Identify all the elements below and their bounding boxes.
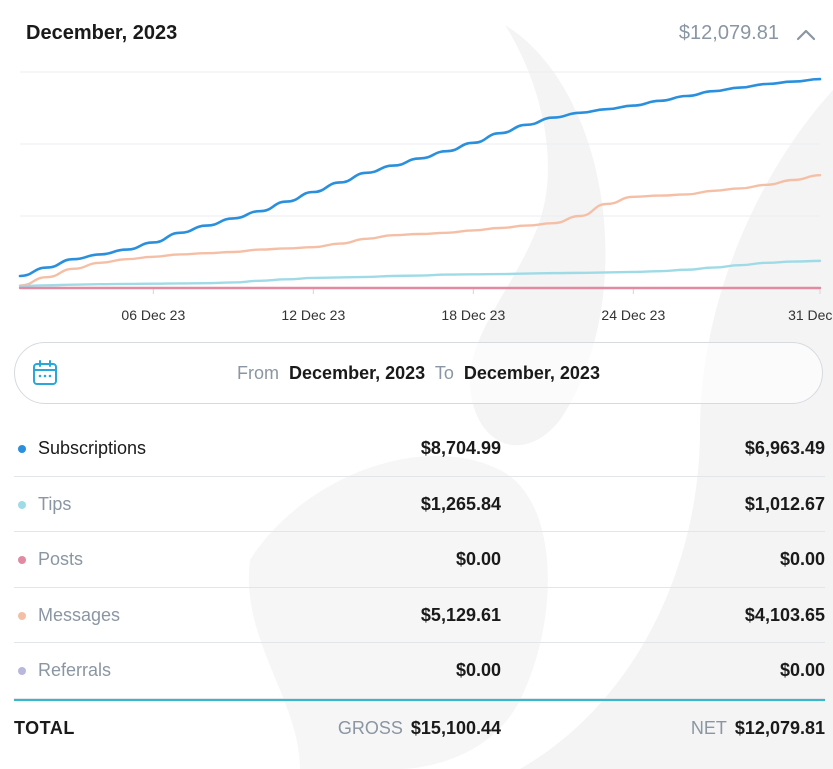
to-value: December, 2023 [463, 363, 600, 383]
series-line-subscriptions [18, 77, 822, 278]
from-value: December, 2023 [289, 363, 426, 383]
gross-value: $15,100.44 [410, 717, 501, 738]
row-gross: $0.00 [455, 549, 501, 570]
table-row-referrals[interactable]: Referrals $0.00 $0.00 [14, 643, 825, 699]
gross-caption: GROSS [337, 717, 403, 738]
total-row: TOTAL GROSS $15,100.44 NET $12,079.81 [14, 701, 825, 757]
legend-dot [18, 667, 26, 676]
total-label: TOTAL [14, 717, 75, 738]
calendar-icon [33, 360, 57, 385]
table-row-subscriptions[interactable]: Subscriptions $8,704.99 $6,963.49 [14, 421, 825, 477]
row-net: $0.00 [779, 660, 825, 681]
from-label: From [237, 363, 280, 383]
total-gross: GROSS $15,100.44 [338, 718, 501, 739]
date-range-text: From December, 2023 To December, 2023 [15, 363, 822, 384]
net-caption: NET [690, 717, 727, 738]
row-label: Referrals [38, 660, 112, 681]
x-tick-label-0: 06 Dec 23 [121, 307, 185, 323]
row-gross: $5,129.61 [420, 604, 501, 625]
row-label: Tips [38, 493, 72, 514]
to-label: To [434, 363, 454, 383]
period-title: December, 2023 [26, 22, 178, 44]
row-label: Posts [38, 549, 84, 570]
legend-dot [18, 611, 26, 620]
row-gross: $0.00 [455, 660, 501, 681]
earnings-line-chart: 06 Dec 23 12 Dec 23 18 Dec 23 24 Dec 23 31 D… [18, 71, 833, 323]
row-net: $6,963.49 [744, 438, 825, 458]
row-gross: $1,265.84 [420, 493, 501, 514]
row-net: $0.00 [779, 549, 825, 570]
period-total: $12,079.81 [678, 22, 779, 44]
chevron-up-icon[interactable] [793, 22, 819, 48]
period-header: December, 2023 $12,079.81 [26, 18, 825, 52]
x-tick-label-3: 24 Dec 23 [601, 307, 665, 323]
table-row-posts[interactable]: Posts $0.00 $0.00 [14, 532, 825, 588]
date-range-picker[interactable]: From December, 2023 To December, 2023 [14, 342, 823, 404]
legend-dot [18, 445, 26, 453]
table-row-tips[interactable]: Tips $1,265.84 $1,012.67 [14, 477, 825, 533]
net-value: $12,079.81 [734, 717, 825, 738]
x-tick-label-2: 18 Dec 23 [441, 307, 505, 323]
x-tick-label-1: 12 Dec 23 [281, 307, 345, 323]
row-net: $1,012.67 [744, 493, 825, 514]
row-net: $4,103.65 [744, 604, 825, 625]
earnings-table: Subscriptions $8,704.99 $6,963.49 Tips $… [14, 421, 825, 757]
row-gross: $8,704.99 [420, 438, 501, 458]
legend-dot [18, 500, 26, 509]
legend-dot [18, 556, 26, 565]
x-tick-label-4: 31 Dec 23 [788, 307, 833, 323]
series-line-tips [18, 259, 822, 288]
total-net: NET $12,079.81 [691, 718, 825, 739]
table-row-messages[interactable]: Messages $5,129.61 $4,103.65 [14, 588, 825, 644]
row-label: Subscriptions [38, 438, 147, 458]
row-label: Messages [38, 604, 121, 625]
